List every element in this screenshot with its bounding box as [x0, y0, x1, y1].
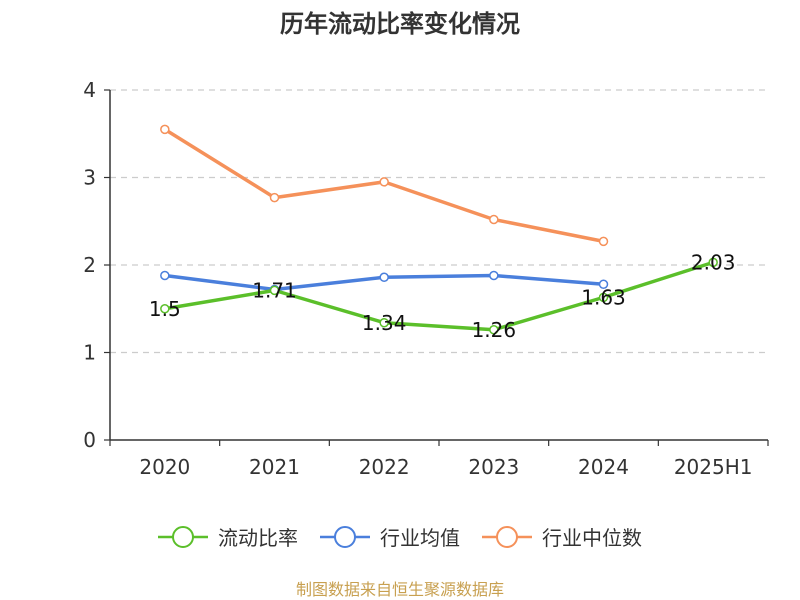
x-tick-label: 2022	[359, 455, 410, 479]
series-line	[164, 260, 714, 332]
series	[160, 124, 718, 335]
x-tick-label: 2021	[249, 455, 300, 479]
legend-swatch-marker	[496, 526, 518, 548]
series-point	[379, 177, 389, 187]
data-labels: 1.5 1.71 1.34 1.26 1.63 2.03	[149, 250, 736, 341]
series-point	[379, 272, 389, 282]
series-point	[598, 279, 609, 289]
grid	[110, 89, 768, 354]
legend-label: 流动比率	[218, 526, 298, 550]
data-label: 1.34	[362, 311, 407, 335]
series-point	[489, 325, 499, 335]
series-point	[160, 304, 170, 314]
data-label: 1.71	[252, 278, 297, 302]
series-point	[379, 318, 389, 328]
x-tick-label: 2024	[578, 455, 629, 479]
series-point	[489, 270, 499, 281]
chart-title: 历年流动比率变化情况	[280, 10, 520, 38]
legend-label: 行业均值	[380, 526, 460, 550]
x-tick-label: 2020	[139, 455, 190, 479]
y-tick-label: 0	[83, 428, 96, 452]
y-tick-label: 4	[83, 78, 96, 102]
x-tick-label: 2025H1	[674, 455, 753, 479]
series-point	[160, 270, 170, 281]
series-point	[269, 192, 280, 203]
legend-item: 行业均值	[320, 526, 460, 550]
series-point	[708, 257, 718, 268]
legend-item: 流动比率	[158, 526, 298, 550]
series-point	[160, 124, 170, 135]
data-label: 1.63	[581, 285, 626, 309]
legend-label: 行业中位数	[542, 526, 642, 550]
data-label: 2.03	[691, 250, 736, 274]
legend-item: 行业中位数	[482, 526, 642, 550]
y-tick-label: 1	[83, 341, 96, 365]
legend-swatch-marker	[172, 526, 194, 548]
data-label: 1.5	[149, 297, 181, 321]
legend-swatch-marker	[334, 526, 356, 548]
legend: 流动比率 行业均值 行业中位数	[158, 526, 642, 550]
x-tick-label: 2023	[468, 455, 519, 479]
source-note: 制图数据来自恒生聚源数据库	[296, 580, 504, 599]
y-tick-label: 3	[83, 166, 96, 190]
data-label: 1.26	[472, 318, 517, 342]
series-point	[269, 285, 280, 296]
series-point	[489, 214, 499, 225]
axes: 0 1 2 3 4 2020 2021 2022 2023 2024 2025H1	[83, 78, 769, 479]
series-point	[598, 236, 609, 247]
series-point	[598, 292, 609, 303]
y-tick-label: 2	[83, 253, 96, 277]
